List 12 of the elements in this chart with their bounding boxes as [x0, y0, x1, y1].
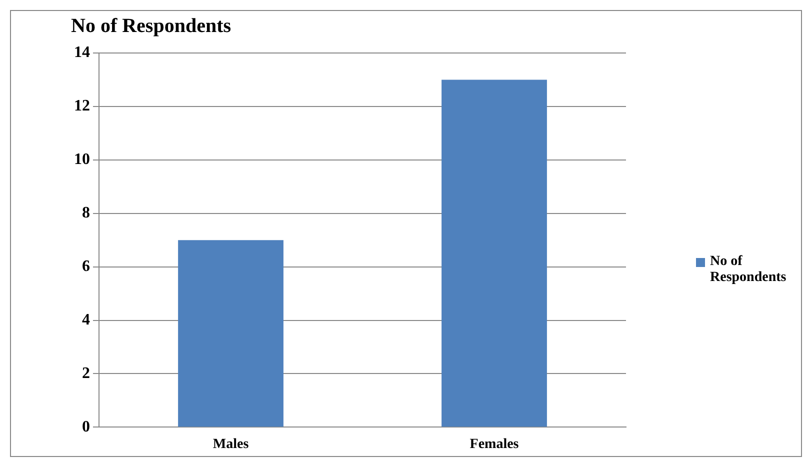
y-tick-label: 6: [82, 258, 90, 275]
y-tick-label: 4: [82, 311, 90, 328]
y-tick-label: 12: [74, 98, 90, 115]
x-tick-label: Females: [470, 437, 520, 452]
y-tick-label: 14: [74, 44, 90, 62]
x-tick-label: Males: [212, 437, 250, 452]
chart-title: No of Respondents: [71, 15, 232, 38]
legend-label: No of Respondents: [710, 254, 788, 286]
y-tick-label: 10: [74, 151, 90, 168]
y-tick-label: 8: [82, 204, 90, 222]
y-tick-label: 2: [82, 364, 90, 382]
y-tick-label: 0: [82, 418, 90, 436]
